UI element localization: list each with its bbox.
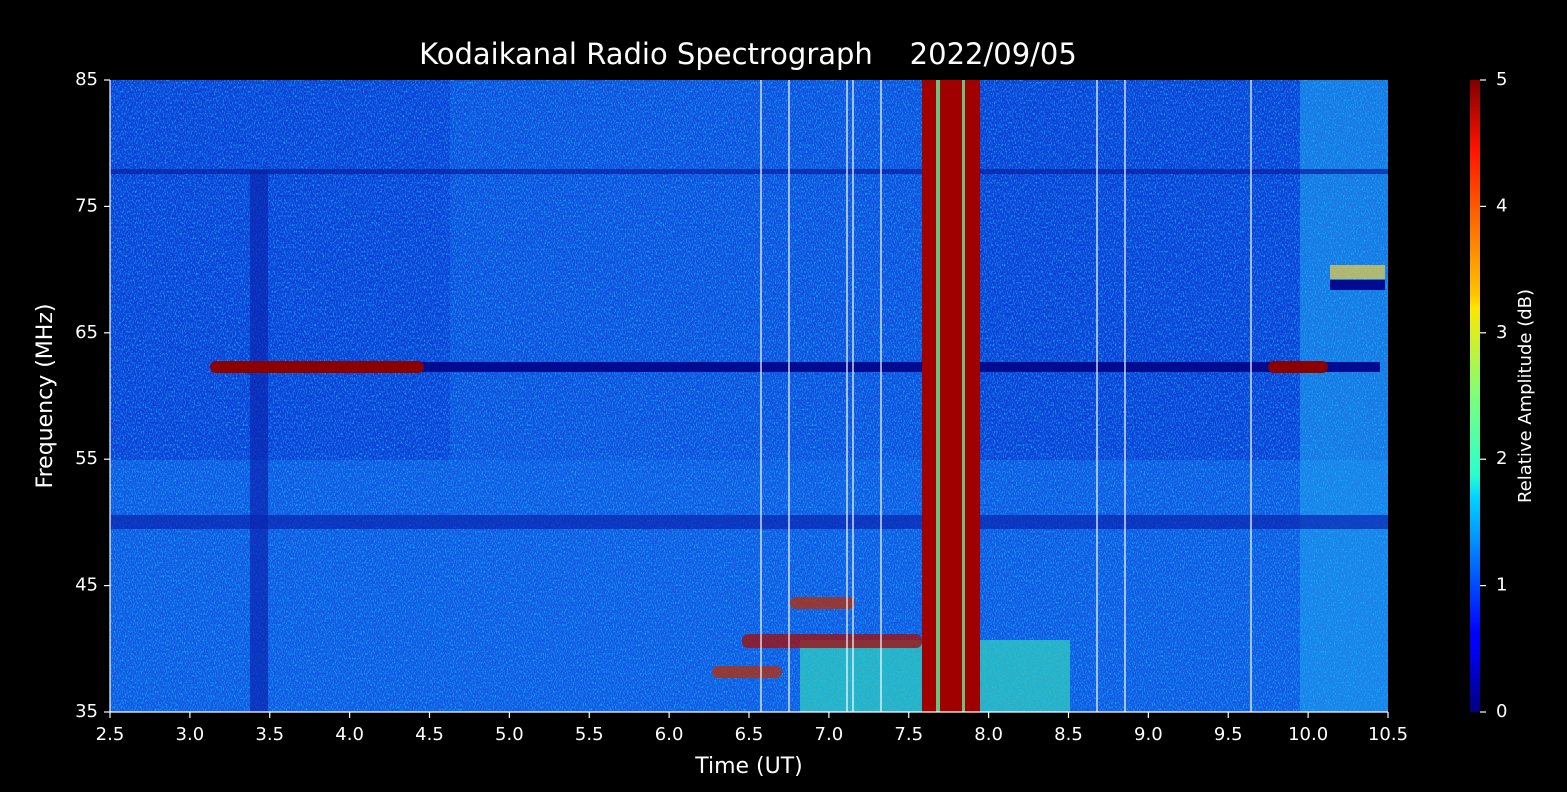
- x-tick-label: 3.5: [255, 724, 284, 745]
- x-tick-label: 7.5: [894, 724, 923, 745]
- y-tick-label: 85: [75, 69, 98, 90]
- x-tick-label: 4.5: [415, 724, 444, 745]
- x-tick-label: 2.5: [96, 724, 125, 745]
- y-tick-label: 65: [75, 322, 98, 343]
- colorbar-tick-label: 0: [1496, 701, 1507, 722]
- x-tick-label: 10.0: [1288, 724, 1328, 745]
- x-tick-label: 6.0: [655, 724, 684, 745]
- chart-title: Kodaikanal Radio Spectrograph 2022/09/05: [419, 37, 1077, 71]
- y-tick-label: 45: [75, 575, 98, 596]
- spectrogram-image: [110, 80, 1388, 712]
- x-tick-label: 6.5: [735, 724, 764, 745]
- x-tick-label: 7.0: [815, 724, 844, 745]
- colorbar-tick-label: 4: [1496, 195, 1507, 216]
- x-tick-label: 10.5: [1368, 724, 1408, 745]
- colorbar-tick-label: 5: [1496, 69, 1507, 90]
- colorbar-tick-label: 3: [1496, 322, 1507, 343]
- y-axis-label: Frequency (MHz): [33, 304, 58, 489]
- colorbar-label: Relative Amplitude (dB): [1515, 289, 1536, 503]
- colorbar-tick-label: 2: [1496, 448, 1507, 469]
- x-tick-label: 5.5: [575, 724, 604, 745]
- x-tick-label: 8.0: [974, 724, 1003, 745]
- x-tick-label: 4.0: [335, 724, 364, 745]
- y-tick-label: 75: [75, 195, 98, 216]
- y-tick-label: 55: [75, 448, 98, 469]
- x-tick-label: 9.0: [1134, 724, 1163, 745]
- y-tick-label: 35: [75, 701, 98, 722]
- colorbar: [1470, 80, 1480, 712]
- x-tick-label: 3.0: [176, 724, 205, 745]
- colorbar-tick-label: 1: [1496, 575, 1507, 596]
- x-tick-label: 8.5: [1054, 724, 1083, 745]
- x-axis-label: Time (UT): [694, 754, 803, 779]
- x-tick-label: 9.5: [1214, 724, 1243, 745]
- x-tick-label: 5.0: [495, 724, 524, 745]
